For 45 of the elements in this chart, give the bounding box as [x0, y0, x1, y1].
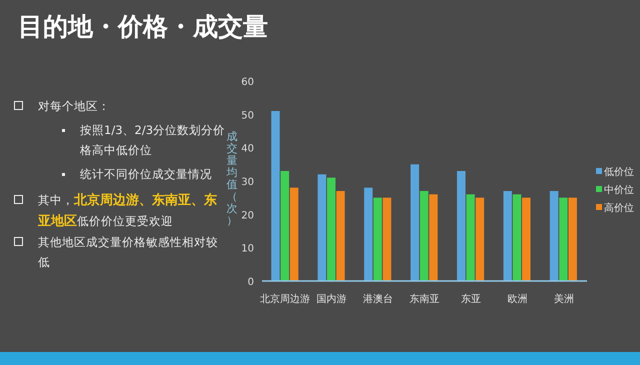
legend-label: 中价位 — [604, 184, 634, 196]
bar — [512, 194, 522, 281]
text: 对每个地区： — [37, 98, 111, 115]
bar — [559, 198, 568, 281]
y-tick-label: 10 — [241, 244, 254, 255]
bar — [271, 111, 280, 281]
bar — [503, 191, 512, 281]
bar — [420, 191, 428, 281]
bar — [280, 171, 290, 281]
bar — [568, 198, 577, 281]
bar — [550, 191, 558, 281]
y-axis-title: 成交量均值（次） — [226, 130, 238, 227]
text: 统计不同价位成交量情况 — [79, 166, 213, 183]
x-tick-label: 港澳台 — [363, 293, 394, 305]
x-tick-label: 东南亚 — [410, 293, 440, 305]
text: 其他地区成交量价格敏感性相对较低 — [37, 234, 219, 271]
bar — [476, 198, 484, 281]
y-tick-label: 50 — [241, 110, 254, 122]
bar — [373, 198, 382, 281]
bar — [318, 174, 326, 281]
y-tick-label: 20 — [241, 210, 254, 222]
x-tick-label: 国内游 — [316, 293, 347, 305]
y-tick-label: 30 — [241, 177, 254, 188]
bar — [456, 171, 466, 281]
x-tick-label: 欧洲 — [507, 293, 528, 305]
bar — [336, 191, 345, 281]
chart-title: 目的地・价格・成交量 — [18, 11, 268, 43]
text: 按照1/3、2/3分位数划分价格高中低价位 — [79, 122, 226, 159]
legend-label: 高价位 — [604, 202, 634, 214]
bar — [522, 198, 531, 281]
bar — [326, 178, 336, 281]
bar — [364, 188, 373, 281]
bar — [429, 194, 438, 281]
bar — [410, 164, 420, 281]
x-tick-label: 北京周边游 — [260, 293, 310, 305]
y-tick-label: 0 — [248, 277, 254, 288]
bar — [466, 194, 475, 281]
y-tick-label: 40 — [241, 144, 254, 155]
bar — [290, 188, 298, 281]
x-tick-label: 美洲 — [554, 293, 574, 305]
y-tick-label: 60 — [241, 77, 254, 88]
bar — [382, 198, 392, 281]
legend-label: 低价位 — [604, 166, 634, 178]
text: 其中，北京周边游、东南亚、东亚地区低价价位更受欢迎 — [37, 192, 218, 231]
x-tick-label: 东亚 — [460, 293, 481, 305]
